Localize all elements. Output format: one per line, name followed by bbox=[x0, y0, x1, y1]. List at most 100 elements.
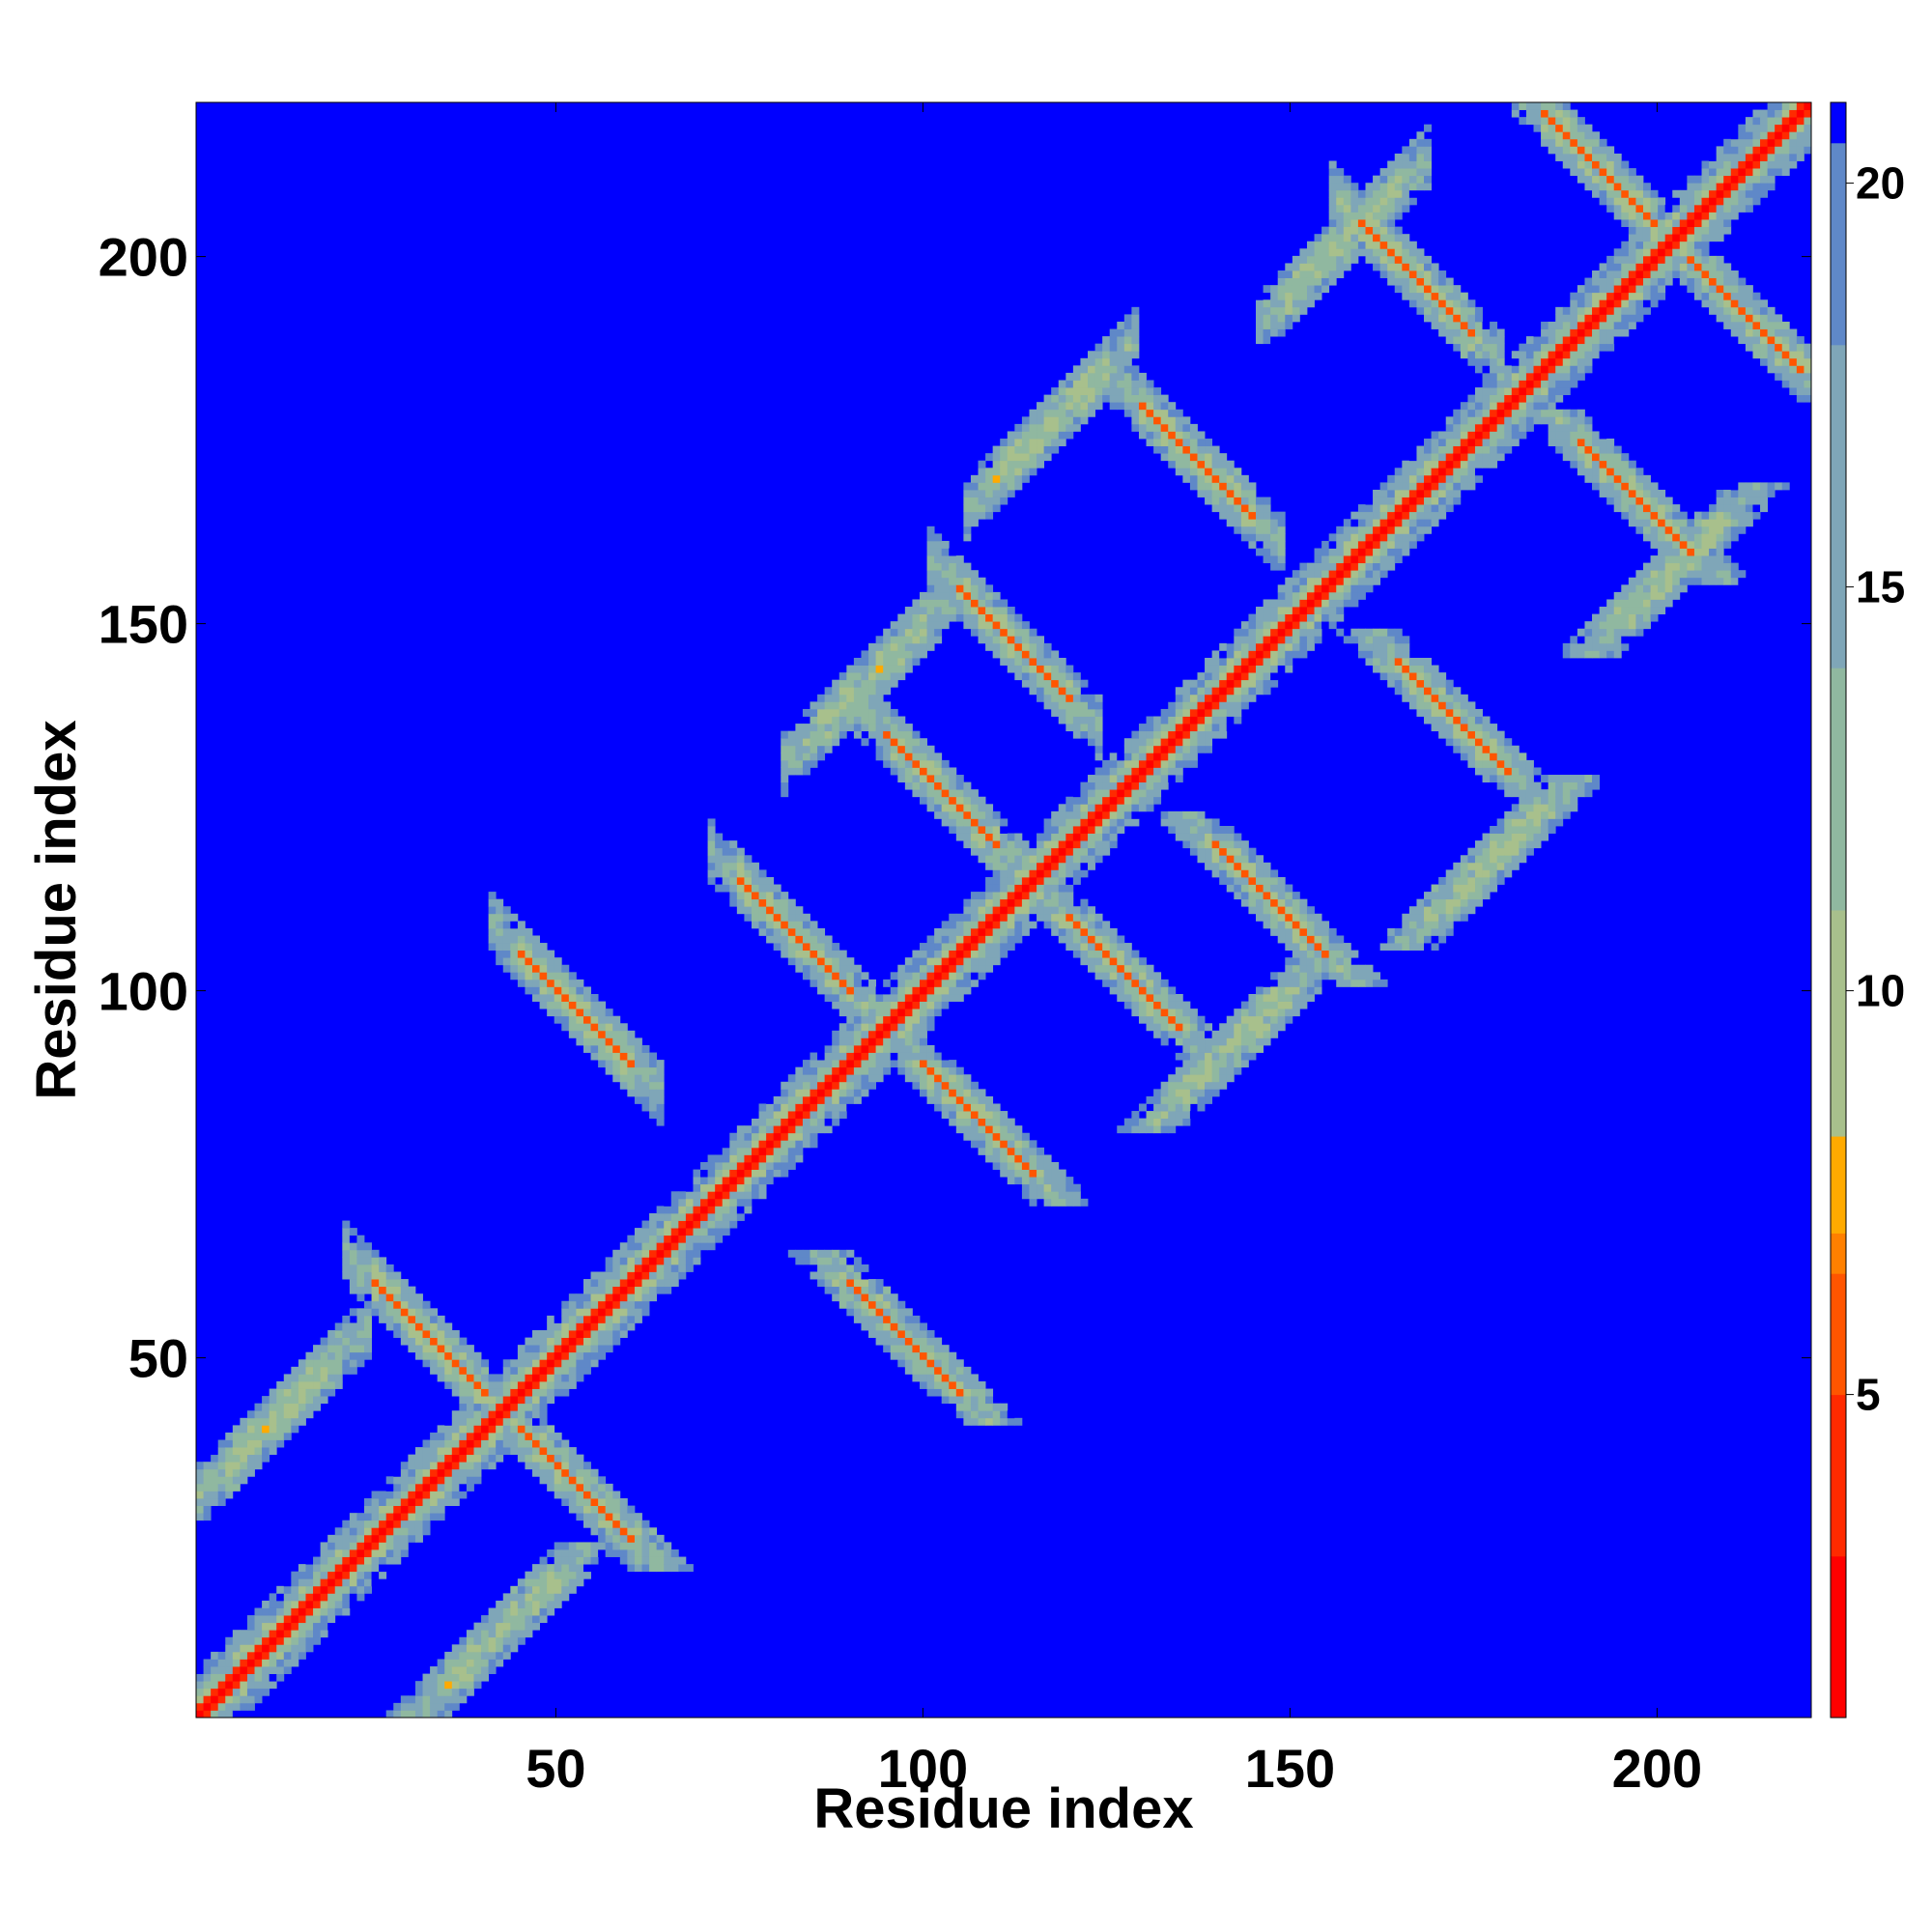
heatmap-cell bbox=[897, 994, 906, 1002]
heatmap-cell bbox=[298, 1615, 306, 1624]
heatmap-cell bbox=[846, 1300, 855, 1309]
heatmap-cell bbox=[568, 1380, 577, 1389]
heatmap-cell bbox=[1277, 665, 1286, 673]
heatmap-cell bbox=[1226, 650, 1235, 659]
heatmap-cell bbox=[824, 1089, 833, 1097]
heatmap-cell bbox=[554, 1322, 562, 1331]
heatmap-cell bbox=[1080, 818, 1089, 827]
heatmap-cell bbox=[670, 1279, 679, 1288]
heatmap-cell bbox=[196, 1681, 204, 1690]
heatmap-cell bbox=[1058, 431, 1066, 440]
heatmap-cell bbox=[1240, 489, 1249, 497]
heatmap-cell bbox=[664, 1212, 672, 1221]
heatmap-cell bbox=[685, 1242, 694, 1251]
heatmap-cell bbox=[1226, 489, 1235, 497]
heatmap-cell bbox=[582, 1513, 591, 1521]
heatmap-cell bbox=[473, 1374, 482, 1382]
heatmap-cell bbox=[846, 957, 855, 966]
heatmap-cell bbox=[926, 642, 935, 651]
heatmap-cell bbox=[1277, 927, 1286, 936]
heatmap-cell bbox=[1000, 884, 1009, 893]
heatmap-cell bbox=[832, 1286, 840, 1294]
heatmap-cell bbox=[912, 994, 921, 1002]
heatmap-cell bbox=[1182, 716, 1191, 724]
heatmap-cell bbox=[1256, 314, 1264, 323]
heatmap-cell bbox=[1065, 687, 1074, 696]
heatmap-cell bbox=[1182, 445, 1191, 454]
heatmap-cell bbox=[568, 972, 577, 980]
heatmap-cell bbox=[414, 1483, 423, 1492]
heatmap-cell bbox=[832, 943, 840, 952]
heatmap-cell bbox=[1051, 701, 1060, 710]
heatmap-cell bbox=[941, 1111, 950, 1120]
heatmap-cell bbox=[605, 1491, 613, 1499]
heatmap-cell bbox=[1072, 913, 1081, 922]
heatmap-cell bbox=[781, 730, 789, 739]
heatmap-cell bbox=[934, 1337, 943, 1346]
heatmap-cell bbox=[985, 927, 994, 936]
heatmap-cell bbox=[451, 1439, 460, 1448]
heatmap-cell bbox=[1182, 753, 1191, 761]
heatmap-cell bbox=[802, 738, 810, 747]
heatmap-cell bbox=[240, 1432, 248, 1440]
heatmap-cell bbox=[1146, 781, 1154, 790]
heatmap-cell bbox=[685, 1564, 694, 1573]
heatmap-cell bbox=[547, 1607, 555, 1616]
heatmap-cell bbox=[437, 1447, 445, 1456]
heatmap-cell bbox=[532, 986, 540, 995]
heatmap-cell bbox=[1256, 986, 1264, 995]
heatmap-cell bbox=[437, 1322, 445, 1331]
heatmap-cell bbox=[225, 1432, 234, 1440]
heatmap-cell bbox=[838, 972, 847, 980]
heatmap-cell bbox=[1088, 724, 1095, 732]
heatmap-cell bbox=[664, 1228, 672, 1236]
heatmap-cell bbox=[766, 1154, 775, 1163]
heatmap-cell bbox=[1234, 701, 1242, 710]
heatmap-cell bbox=[926, 1388, 935, 1397]
heatmap-cell bbox=[1037, 869, 1045, 878]
heatmap-cell bbox=[1021, 884, 1030, 893]
heatmap-cell bbox=[853, 679, 862, 688]
heatmap-cell bbox=[1175, 1089, 1183, 1097]
heatmap-cell bbox=[802, 745, 810, 753]
heatmap-cell bbox=[437, 1702, 445, 1711]
heatmap-cell bbox=[1160, 775, 1169, 783]
heatmap-cell bbox=[1240, 628, 1249, 637]
heatmap-cell bbox=[627, 1052, 636, 1061]
heatmap-cell bbox=[385, 1491, 394, 1499]
heatmap-cell bbox=[707, 818, 716, 827]
heatmap-cell bbox=[451, 1454, 460, 1463]
heatmap-cell bbox=[693, 1220, 701, 1229]
heatmap-cell bbox=[444, 1498, 453, 1506]
heatmap-cell bbox=[883, 716, 892, 724]
heatmap-cell bbox=[1088, 840, 1095, 849]
heatmap-cell bbox=[1131, 957, 1140, 966]
heatmap-cell bbox=[502, 1366, 511, 1375]
heatmap-cell bbox=[547, 1454, 555, 1463]
heatmap-cell bbox=[356, 1548, 365, 1557]
heatmap-cell bbox=[1277, 613, 1286, 622]
heatmap-cell bbox=[1292, 628, 1300, 637]
heatmap-cell bbox=[963, 1374, 972, 1382]
heatmap-cell bbox=[926, 533, 935, 542]
heatmap-cell bbox=[802, 1257, 810, 1265]
heatmap-cell bbox=[313, 1403, 322, 1411]
heatmap-cell bbox=[926, 745, 935, 753]
heatmap-cell bbox=[736, 1177, 745, 1185]
heatmap-cell bbox=[992, 1410, 1001, 1419]
heatmap-cell bbox=[393, 1505, 402, 1514]
heatmap-cell bbox=[305, 1374, 314, 1382]
heatmap-cell bbox=[349, 1257, 357, 1265]
heatmap-cell bbox=[547, 1330, 555, 1338]
heatmap-cell bbox=[664, 1271, 672, 1280]
heatmap-cell bbox=[459, 1483, 468, 1492]
heatmap-cell bbox=[853, 701, 862, 710]
heatmap-cell bbox=[693, 1198, 701, 1207]
heatmap-cell bbox=[1088, 701, 1095, 710]
heatmap-cell bbox=[1285, 957, 1293, 966]
heatmap-cell bbox=[525, 1410, 533, 1419]
heatmap-cell bbox=[576, 1491, 584, 1499]
heatmap-cell bbox=[802, 730, 810, 739]
heatmap-cell bbox=[1123, 394, 1132, 403]
heatmap-cell bbox=[481, 1439, 490, 1448]
